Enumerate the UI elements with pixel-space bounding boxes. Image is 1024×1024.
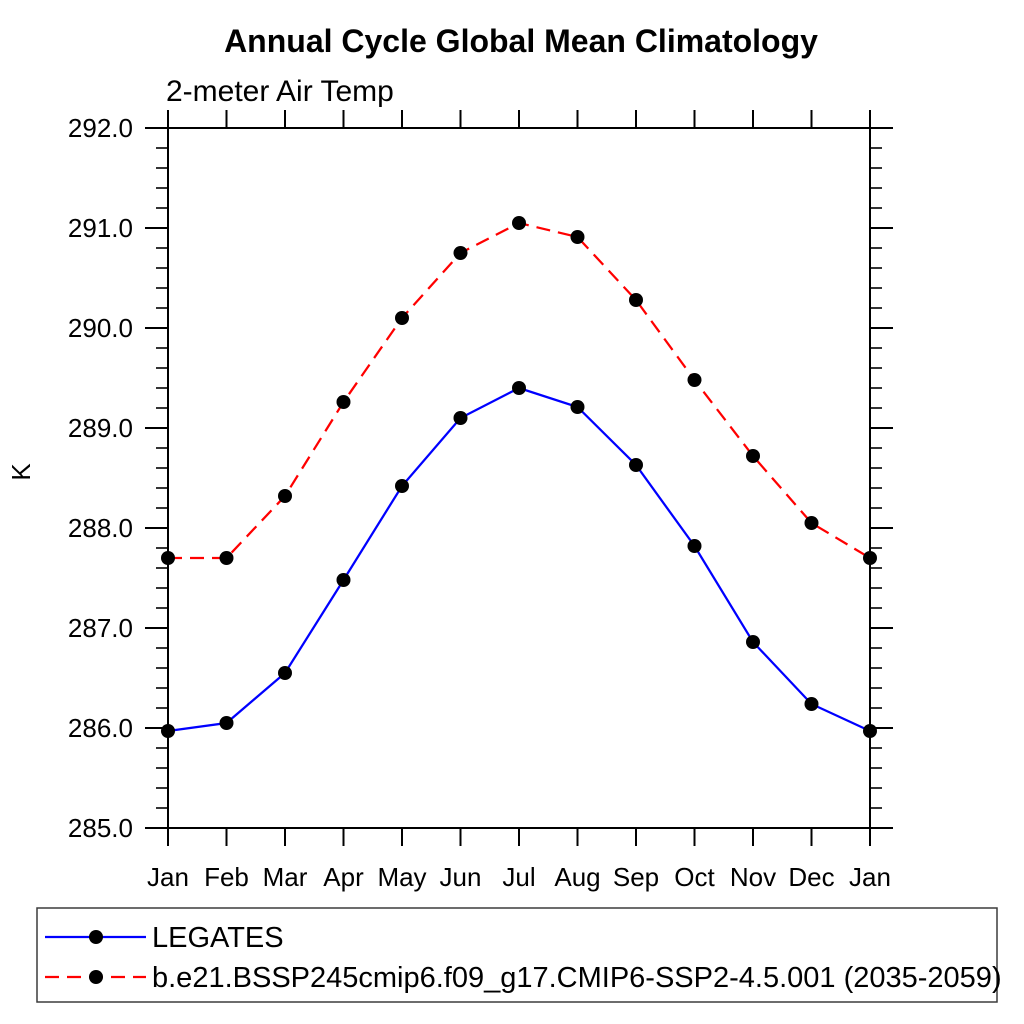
x-tick-label: Jan [147,862,189,892]
axes-layer: 285.0 286.0 287.0 288.0 289.0 290.0 291.0 292.0… [68,110,893,892]
data-point-marker [629,293,643,307]
data-point-marker [863,724,877,738]
x-tick-label: Feb [204,862,249,892]
data-point-marker [804,516,819,530]
y-tick-label: 286.0 [68,713,133,743]
series-line-0 [167,386,871,733]
legend-marker-icon [89,970,103,984]
chart-subtitle: 2-meter Air Temp [166,75,394,108]
data-point-marker [687,373,702,387]
x-tick-label: Apr [323,862,364,892]
data-point-marker [629,458,643,472]
y-tick-label: 290.0 [68,313,133,343]
x-tick-label: Mar [263,862,308,892]
series-lines-layer [167,221,871,733]
y-axis-label: K [6,463,36,481]
data-point-marker [570,230,585,244]
data-point-marker [804,697,819,711]
data-point-marker [395,311,409,325]
data-point-marker [161,551,175,565]
x-tick-label: Oct [674,862,715,892]
data-point-marker [512,216,526,230]
data-point-marker [336,395,351,409]
data-point-marker [219,716,234,730]
x-tick-label: Nov [730,862,776,892]
data-point-marker [278,489,292,503]
chart-title: Annual Cycle Global Mean Climatology [224,23,818,59]
legend-box [36,907,998,1003]
y-tick-label: 285.0 [68,813,133,843]
data-point-marker [395,479,409,493]
x-tick-label: Sep [613,862,659,892]
data-point-marker [570,400,585,414]
data-point-marker [453,246,468,260]
data-point-marker [746,635,760,649]
x-tick-label: Jun [440,862,482,892]
data-point-marker [219,551,234,565]
data-point-marker [863,551,877,565]
x-tick-label: May [377,862,426,892]
x-tick-label: Jul [502,862,535,892]
legend-label-legates: LEGATES [152,922,284,954]
y-tick-label: 291.0 [68,213,133,243]
y-tick-label: 288.0 [68,513,133,543]
legend: LEGATES b.e21.BSSP245cmip6.f09_g17.CMIP6… [36,907,1002,1003]
data-point-marker [687,539,702,553]
data-point-marker [512,381,526,395]
data-point-marker [453,411,468,425]
plot-frame [167,127,871,829]
data-point-marker [746,449,760,463]
data-point-marker [278,666,292,680]
y-tick-label: 287.0 [68,613,133,643]
legend-label-model: b.e21.BSSP245cmip6.f09_g17.CMIP6-SSP2-4.… [152,962,1002,994]
data-point-marker [161,724,175,738]
x-tick-label: Aug [554,862,600,892]
y-tick-label: 289.0 [68,413,133,443]
legend-marker-icon [89,930,103,944]
series-markers-layer [161,216,877,738]
data-point-marker [336,573,351,587]
x-tick-label: Dec [788,862,834,892]
y-tick-label: 292.0 [68,113,133,143]
x-tick-label: Jan [849,862,891,892]
